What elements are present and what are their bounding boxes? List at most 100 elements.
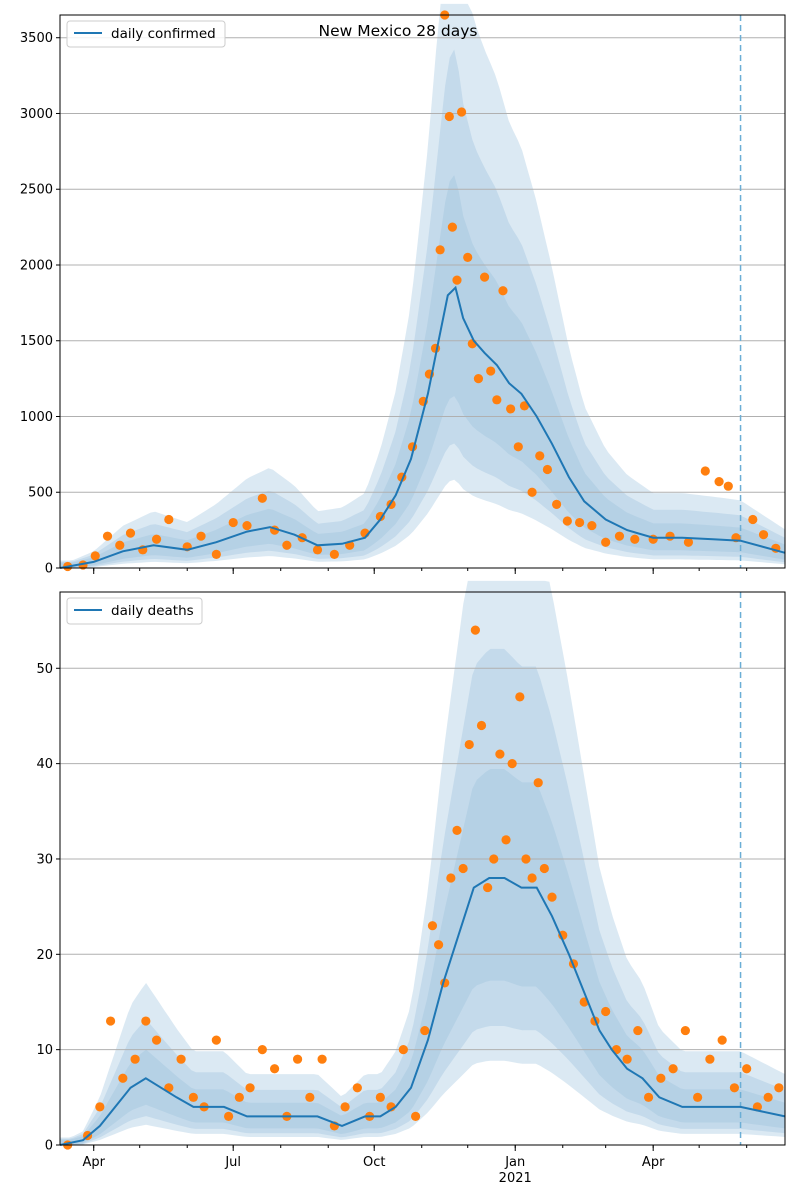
confirmed-observed-point xyxy=(257,493,267,503)
confirmed-observed-point xyxy=(683,537,694,547)
confirmed-observed-point xyxy=(329,549,339,559)
deaths-ytick-label: 50 xyxy=(36,662,53,677)
deaths-ytick-label: 40 xyxy=(36,757,53,772)
deaths-ytick-label: 30 xyxy=(36,852,53,867)
deaths-legend-box xyxy=(66,597,203,625)
deaths-observed-point xyxy=(305,1092,315,1102)
confirmed-observed-point xyxy=(473,374,484,384)
confirmed-confidence-bands xyxy=(60,3,785,568)
confirmed-observed-point xyxy=(463,252,473,263)
deaths-observed-point xyxy=(489,854,499,864)
confirmed-observed-point xyxy=(700,466,710,476)
deaths-observed-point xyxy=(452,825,462,835)
deaths-observed-point xyxy=(643,1092,654,1102)
confirmed-observed-point xyxy=(535,451,545,461)
confirmed-y-axis: 0 500 1000 1500 2000 2500 3000 3500 xyxy=(20,31,60,577)
confirmed-observed-point xyxy=(506,404,516,414)
confirmed-ytick-label: 2500 xyxy=(20,183,53,198)
confirmed-observed-point xyxy=(479,272,490,282)
deaths-observed-points xyxy=(63,625,784,1150)
deaths-observed-point xyxy=(427,921,438,931)
deaths-observed-point xyxy=(151,1035,162,1045)
confirmed-observed-point xyxy=(587,520,597,531)
deaths-observed-point xyxy=(501,835,511,845)
confirmed-observed-point xyxy=(575,517,585,528)
confirmed-observed-point xyxy=(282,540,292,550)
deaths-ytick-label: 10 xyxy=(36,1043,53,1058)
deaths-legend-label: daily deaths xyxy=(111,603,194,619)
confirmed-x-axis xyxy=(93,568,748,574)
deaths-xtick-label: Jan xyxy=(504,1155,525,1170)
confirmed-observed-point xyxy=(519,401,530,411)
deaths-observed-point xyxy=(656,1073,666,1083)
deaths-observed-point xyxy=(705,1054,715,1064)
deaths-observed-point xyxy=(188,1092,198,1102)
confirmed-legend-label: daily confirmed xyxy=(111,26,216,42)
confirmed-observed-point xyxy=(228,517,238,528)
confirmed-observed-point xyxy=(486,366,496,376)
deaths-observed-point xyxy=(527,873,537,883)
deaths-axes-frame xyxy=(59,591,786,1146)
deaths-xtick-year-label: 2021 xyxy=(499,1171,532,1186)
deaths-xtick-label: Apr xyxy=(642,1155,665,1170)
confirmed-observed-point xyxy=(552,499,562,509)
confirmed-observed-point xyxy=(614,531,625,541)
confirmed-ytick-label: 500 xyxy=(28,486,53,501)
confirmed-observed-point xyxy=(498,286,508,296)
deaths-observed-point xyxy=(729,1083,740,1093)
deaths-line xyxy=(59,877,786,1146)
deaths-confidence-bands xyxy=(60,580,785,1145)
deaths-ytick-label: 20 xyxy=(36,948,53,963)
confirmed-axes-frame xyxy=(59,14,786,569)
deaths-observed-point xyxy=(774,1083,784,1093)
confirmed-observed-point xyxy=(90,551,100,561)
deaths-legend: daily deaths xyxy=(66,597,203,625)
chart-title: New Mexico 28 days xyxy=(318,22,477,40)
deaths-observed-point xyxy=(352,1083,362,1093)
deaths-observed-point xyxy=(340,1102,350,1112)
deaths-observed-point xyxy=(476,720,487,731)
deaths-observed-point xyxy=(245,1083,255,1093)
deaths-gridlines xyxy=(60,667,785,1051)
confirmed-observed-point xyxy=(601,537,611,547)
deaths-observed-point xyxy=(257,1045,267,1055)
confirmed-band-3 xyxy=(60,3,785,568)
deaths-observed-point xyxy=(742,1064,752,1074)
confirmed-legend-box xyxy=(66,20,226,48)
deaths-observed-point xyxy=(763,1092,773,1102)
deaths-xtick-label: Oct xyxy=(363,1155,385,1170)
confirmed-observed-point xyxy=(444,111,454,122)
deaths-observed-point xyxy=(633,1025,643,1036)
deaths-observed-point xyxy=(398,1045,408,1055)
deaths-observed-point xyxy=(693,1092,703,1102)
deaths-observed-point xyxy=(507,759,517,769)
confirmed-observed-point xyxy=(196,531,206,541)
confirmed-observed-point xyxy=(758,530,769,540)
deaths-observed-point xyxy=(547,892,557,902)
deaths-observed-point xyxy=(118,1073,128,1083)
confirmed-observed-point xyxy=(492,395,502,405)
deaths-observed-point xyxy=(411,1111,421,1121)
deaths-observed-point xyxy=(269,1064,280,1074)
confirmed-observed-point xyxy=(527,487,537,497)
deaths-observed-point xyxy=(130,1054,140,1064)
deaths-observed-point xyxy=(483,882,493,893)
confirmed-ytick-label: 2000 xyxy=(20,258,53,273)
deaths-observed-point xyxy=(433,940,444,950)
deaths-observed-point xyxy=(539,863,549,874)
confirmed-band-1 xyxy=(60,175,785,568)
confirmed-observed-point xyxy=(456,107,467,117)
deaths-y-axis: 0 10 20 30 40 50 xyxy=(36,662,60,1154)
deaths-observed-point xyxy=(680,1025,690,1036)
confirmed-panel: 0 500 1000 1500 2000 2500 3000 3500 New Mexico … xyxy=(20,3,786,577)
deaths-observed-point xyxy=(464,739,474,750)
confirmed-ytick-label: 3500 xyxy=(20,31,53,46)
deaths-xtick-label: Apr xyxy=(82,1155,105,1170)
confirmed-ytick-label: 0 xyxy=(45,562,53,577)
confirmed-observed-point xyxy=(452,275,462,285)
confirmed-ytick-label: 3000 xyxy=(20,107,53,122)
deaths-band-2 xyxy=(60,648,785,1145)
confirmed-band-2 xyxy=(60,49,785,568)
